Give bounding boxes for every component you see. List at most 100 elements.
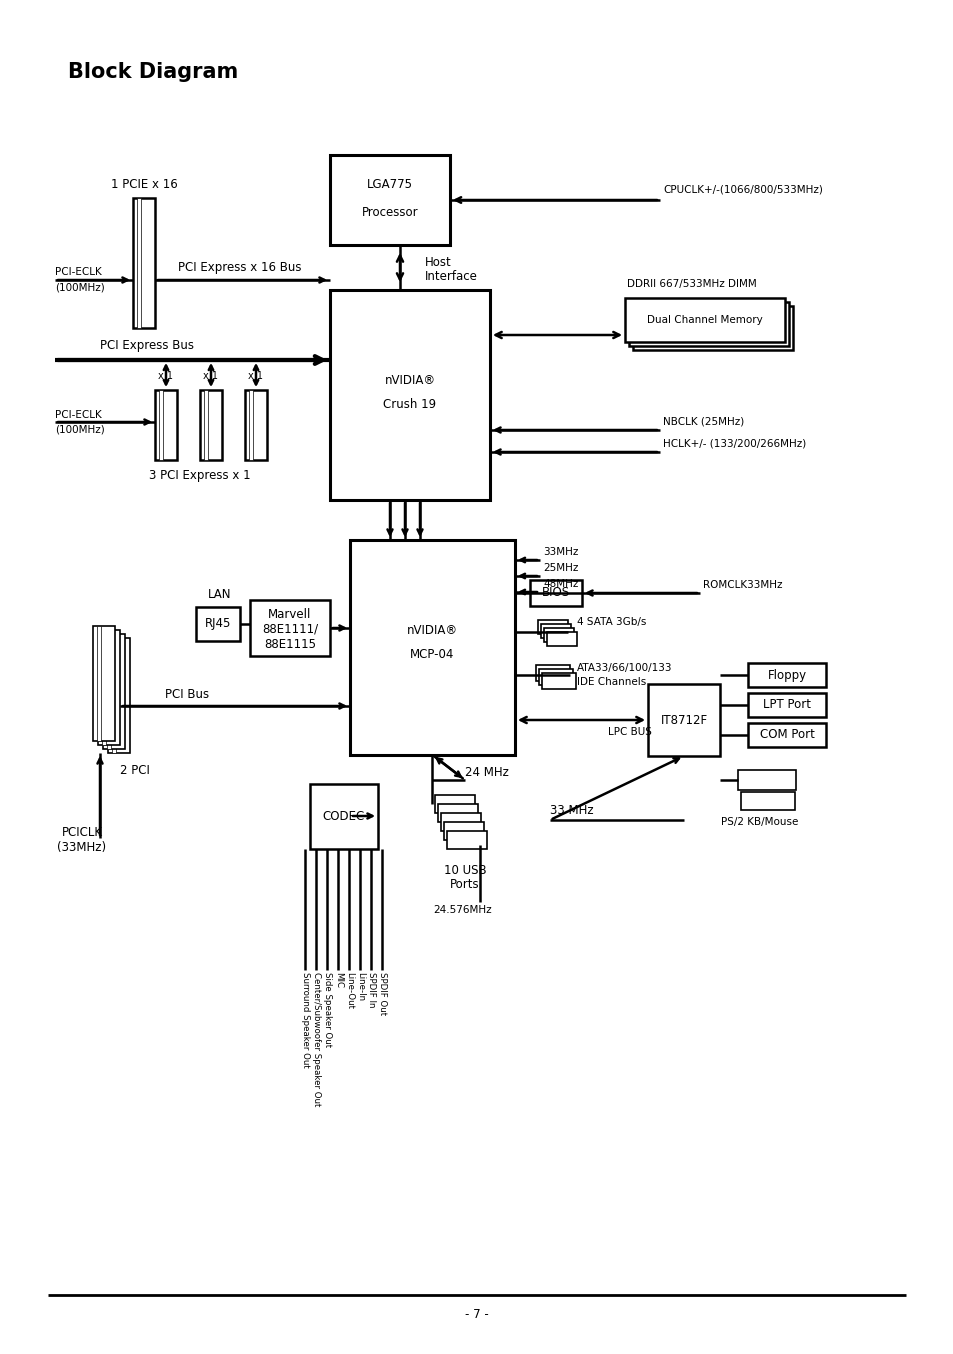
Text: PCI Bus: PCI Bus bbox=[165, 688, 209, 700]
Text: - 7 -: - 7 - bbox=[465, 1308, 488, 1322]
Text: 3 PCI Express x 1: 3 PCI Express x 1 bbox=[149, 470, 251, 482]
Text: MCP-04: MCP-04 bbox=[410, 649, 455, 662]
Text: COM Port: COM Port bbox=[759, 728, 814, 742]
Text: SPDIF In: SPDIF In bbox=[367, 972, 376, 1007]
Text: IT8712F: IT8712F bbox=[659, 714, 707, 727]
Text: Line-Out: Line-Out bbox=[345, 972, 355, 1009]
Text: CODEC: CODEC bbox=[322, 810, 365, 822]
Text: (33MHz): (33MHz) bbox=[57, 841, 107, 853]
Text: 2 PCI: 2 PCI bbox=[120, 764, 150, 776]
Bar bbox=[154, 390, 177, 460]
Bar bbox=[538, 669, 573, 685]
Bar bbox=[540, 624, 571, 638]
Text: nVIDIA®: nVIDIA® bbox=[384, 374, 436, 386]
Bar bbox=[137, 198, 141, 328]
Text: 48MHz: 48MHz bbox=[542, 580, 578, 589]
Bar bbox=[200, 390, 222, 460]
Bar bbox=[98, 630, 120, 745]
Bar bbox=[92, 626, 115, 741]
Bar bbox=[440, 812, 480, 831]
Bar bbox=[536, 665, 569, 681]
Bar bbox=[437, 804, 477, 822]
Bar bbox=[747, 723, 825, 747]
Text: x 1: x 1 bbox=[158, 371, 173, 380]
Text: Marvell: Marvell bbox=[268, 608, 312, 620]
Text: DDRII 667/533MHz DIMM: DDRII 667/533MHz DIMM bbox=[626, 279, 756, 288]
Text: Line-In: Line-In bbox=[356, 972, 365, 1001]
Bar bbox=[633, 306, 792, 349]
Text: MIC: MIC bbox=[335, 972, 343, 988]
Bar bbox=[747, 693, 825, 718]
Text: Floppy: Floppy bbox=[766, 669, 805, 681]
Text: Dual Channel Memory: Dual Channel Memory bbox=[646, 315, 762, 325]
Bar bbox=[330, 154, 450, 245]
Bar bbox=[738, 770, 795, 789]
Bar bbox=[541, 673, 576, 689]
Text: Host: Host bbox=[424, 256, 452, 269]
Text: CPUCLK+/-(1066/800/533MHz): CPUCLK+/-(1066/800/533MHz) bbox=[662, 185, 822, 195]
Bar bbox=[310, 784, 377, 849]
Text: ATA33/66/100/133: ATA33/66/100/133 bbox=[577, 663, 672, 673]
Text: ROMCLK33MHz: ROMCLK33MHz bbox=[702, 580, 781, 590]
Bar bbox=[195, 607, 240, 640]
Text: 88E1111/: 88E1111/ bbox=[262, 623, 317, 635]
Text: x 1: x 1 bbox=[248, 371, 263, 380]
Text: 25MHz: 25MHz bbox=[542, 563, 578, 573]
Bar bbox=[249, 390, 253, 460]
Text: PS/2 KB/Mouse: PS/2 KB/Mouse bbox=[720, 816, 798, 827]
Bar bbox=[537, 620, 567, 634]
Bar bbox=[204, 390, 208, 460]
Text: SPDIF Out: SPDIF Out bbox=[378, 972, 387, 1016]
Text: PCI-ECLK: PCI-ECLK bbox=[55, 267, 102, 278]
Bar bbox=[108, 638, 130, 753]
Text: Surround Speaker Out: Surround Speaker Out bbox=[301, 972, 310, 1068]
Text: Side Speaker Out: Side Speaker Out bbox=[323, 972, 333, 1047]
Text: LAN: LAN bbox=[208, 589, 232, 601]
Bar bbox=[740, 792, 794, 810]
Bar bbox=[102, 630, 106, 745]
Text: (100MHz): (100MHz) bbox=[55, 282, 105, 292]
Bar bbox=[107, 634, 111, 749]
Text: Block Diagram: Block Diagram bbox=[68, 62, 238, 83]
Text: 10 USB: 10 USB bbox=[443, 864, 486, 876]
Bar bbox=[112, 638, 116, 753]
Bar bbox=[250, 600, 330, 655]
Bar bbox=[245, 390, 267, 460]
Bar bbox=[747, 663, 825, 686]
Bar bbox=[103, 634, 125, 749]
Text: IDE Channels: IDE Channels bbox=[577, 677, 645, 686]
Bar bbox=[647, 684, 720, 756]
Text: Crush 19: Crush 19 bbox=[383, 398, 436, 412]
Bar bbox=[159, 390, 163, 460]
Bar bbox=[628, 302, 788, 347]
Text: x 1: x 1 bbox=[203, 371, 218, 380]
Text: Center/Subwoofer Speaker Out: Center/Subwoofer Speaker Out bbox=[313, 972, 321, 1106]
Bar bbox=[530, 580, 581, 607]
Bar bbox=[546, 632, 577, 646]
Text: 24.576MHz: 24.576MHz bbox=[433, 904, 491, 915]
Text: 33 MHz: 33 MHz bbox=[550, 803, 593, 816]
Bar bbox=[350, 540, 515, 756]
Bar bbox=[132, 198, 154, 328]
Bar bbox=[330, 290, 490, 500]
Bar bbox=[624, 298, 784, 343]
Text: HCLK+/- (133/200/266MHz): HCLK+/- (133/200/266MHz) bbox=[662, 439, 805, 450]
Text: PCICLK: PCICLK bbox=[61, 826, 102, 838]
Text: 1 PCIE x 16: 1 PCIE x 16 bbox=[111, 177, 177, 191]
Text: NBCLK (25MHz): NBCLK (25MHz) bbox=[662, 417, 743, 427]
Text: RJ45: RJ45 bbox=[205, 617, 231, 631]
Text: LPC BUS: LPC BUS bbox=[607, 727, 651, 737]
Bar bbox=[443, 822, 483, 839]
Text: Processor: Processor bbox=[361, 207, 417, 219]
Bar bbox=[543, 628, 574, 642]
Text: 4 SATA 3Gb/s: 4 SATA 3Gb/s bbox=[577, 617, 646, 627]
Text: LGA775: LGA775 bbox=[367, 179, 413, 191]
Text: BIOS: BIOS bbox=[541, 586, 570, 600]
Text: Interface: Interface bbox=[424, 271, 477, 283]
Text: Ports: Ports bbox=[450, 877, 479, 891]
Bar bbox=[435, 795, 475, 812]
Text: PCI-ECLK: PCI-ECLK bbox=[55, 410, 102, 420]
Text: (100MHz): (100MHz) bbox=[55, 424, 105, 435]
Bar bbox=[97, 626, 101, 741]
Text: 88E1115: 88E1115 bbox=[264, 638, 315, 650]
